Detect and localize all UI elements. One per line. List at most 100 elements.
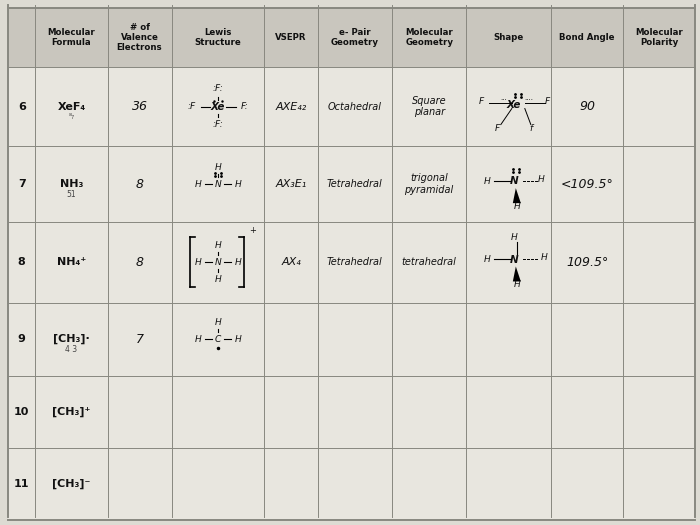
Bar bbox=[552, 448, 623, 520]
Bar bbox=[466, 303, 552, 375]
Bar bbox=[318, 448, 392, 520]
Text: 7: 7 bbox=[136, 333, 144, 346]
Text: Square
planar: Square planar bbox=[412, 96, 447, 118]
Bar bbox=[466, 67, 552, 146]
Bar bbox=[392, 67, 466, 146]
Polygon shape bbox=[513, 188, 521, 203]
Bar bbox=[108, 375, 172, 448]
Bar bbox=[36, 67, 108, 146]
Text: AXE₄₂: AXE₄₂ bbox=[275, 101, 307, 111]
Text: H: H bbox=[234, 335, 241, 344]
Bar bbox=[36, 303, 108, 375]
Text: ····: ···· bbox=[524, 98, 533, 103]
Bar bbox=[392, 8, 466, 67]
Text: Molecular
Formula: Molecular Formula bbox=[48, 28, 95, 47]
Bar bbox=[265, 146, 318, 222]
Text: :F:: :F: bbox=[213, 120, 223, 129]
Text: Octahedral: Octahedral bbox=[328, 101, 382, 111]
Text: 51: 51 bbox=[66, 190, 76, 198]
Text: Shape: Shape bbox=[494, 33, 524, 42]
Text: e- Pair
Geometry: e- Pair Geometry bbox=[331, 28, 379, 47]
Text: N: N bbox=[510, 176, 518, 186]
Bar bbox=[108, 222, 172, 303]
Bar bbox=[172, 8, 265, 67]
Text: H: H bbox=[538, 175, 544, 184]
Text: H: H bbox=[214, 241, 221, 250]
Bar bbox=[466, 448, 552, 520]
Text: tetrahedral: tetrahedral bbox=[402, 257, 456, 267]
Text: 7: 7 bbox=[18, 179, 26, 189]
Text: 4 3: 4 3 bbox=[66, 345, 78, 354]
Bar bbox=[108, 448, 172, 520]
Text: N: N bbox=[214, 258, 221, 267]
Text: F: F bbox=[478, 97, 484, 106]
Bar bbox=[36, 375, 108, 448]
Text: H: H bbox=[234, 180, 241, 188]
Text: Xe: Xe bbox=[211, 101, 225, 111]
Text: 10: 10 bbox=[14, 407, 29, 417]
Bar bbox=[318, 303, 392, 375]
Text: F: F bbox=[494, 124, 499, 133]
Text: [CH₃]⁺: [CH₃]⁺ bbox=[52, 406, 91, 417]
Text: H: H bbox=[484, 255, 490, 264]
Bar bbox=[623, 146, 695, 222]
Text: trigonal
pyramidal: trigonal pyramidal bbox=[405, 173, 454, 195]
Bar bbox=[8, 375, 36, 448]
Text: H: H bbox=[214, 163, 221, 172]
Bar bbox=[36, 8, 108, 67]
Bar bbox=[172, 303, 265, 375]
Bar bbox=[8, 8, 36, 67]
Text: Tetrahedral: Tetrahedral bbox=[327, 257, 383, 267]
Bar bbox=[265, 303, 318, 375]
Text: 8: 8 bbox=[136, 177, 144, 191]
Text: # of
Valence
Electrons: # of Valence Electrons bbox=[117, 23, 162, 52]
Text: 8: 8 bbox=[18, 257, 26, 267]
Text: +: + bbox=[249, 226, 256, 236]
Text: N: N bbox=[510, 256, 518, 266]
Bar bbox=[172, 448, 265, 520]
Bar bbox=[552, 8, 623, 67]
Text: 36: 36 bbox=[132, 100, 148, 113]
Bar bbox=[36, 222, 108, 303]
Text: Bond Angle: Bond Angle bbox=[559, 33, 615, 42]
Text: AX₄: AX₄ bbox=[281, 257, 301, 267]
Bar bbox=[108, 303, 172, 375]
Bar bbox=[8, 448, 36, 520]
Bar bbox=[623, 67, 695, 146]
Text: Tetrahedral: Tetrahedral bbox=[327, 179, 383, 189]
Text: [CH₃]⁻: [CH₃]⁻ bbox=[52, 479, 91, 489]
Text: ⁸₇: ⁸₇ bbox=[69, 112, 74, 121]
Bar bbox=[623, 303, 695, 375]
Bar bbox=[172, 222, 265, 303]
Bar bbox=[36, 146, 108, 222]
Text: N: N bbox=[214, 180, 221, 188]
Bar bbox=[392, 222, 466, 303]
Text: H: H bbox=[195, 335, 202, 344]
Text: F: F bbox=[545, 97, 550, 106]
Bar bbox=[265, 448, 318, 520]
Bar bbox=[265, 222, 318, 303]
Text: F:: F: bbox=[240, 102, 248, 111]
Text: H: H bbox=[484, 176, 490, 186]
Text: H: H bbox=[513, 202, 520, 211]
Text: H: H bbox=[195, 180, 202, 188]
Text: C: C bbox=[215, 335, 221, 344]
Bar bbox=[265, 8, 318, 67]
Text: H: H bbox=[510, 233, 517, 242]
Bar bbox=[392, 448, 466, 520]
Bar bbox=[108, 67, 172, 146]
Text: H: H bbox=[234, 258, 241, 267]
Bar bbox=[392, 303, 466, 375]
Text: H: H bbox=[195, 258, 202, 267]
Text: AX₃E₁: AX₃E₁ bbox=[275, 179, 307, 189]
Bar bbox=[552, 375, 623, 448]
Text: :F:: :F: bbox=[213, 84, 223, 93]
Bar bbox=[392, 146, 466, 222]
Bar bbox=[623, 222, 695, 303]
Bar bbox=[466, 375, 552, 448]
Text: VSEPR: VSEPR bbox=[275, 33, 307, 42]
Bar bbox=[265, 67, 318, 146]
Text: 11: 11 bbox=[14, 479, 29, 489]
Bar bbox=[318, 146, 392, 222]
Bar bbox=[8, 222, 36, 303]
